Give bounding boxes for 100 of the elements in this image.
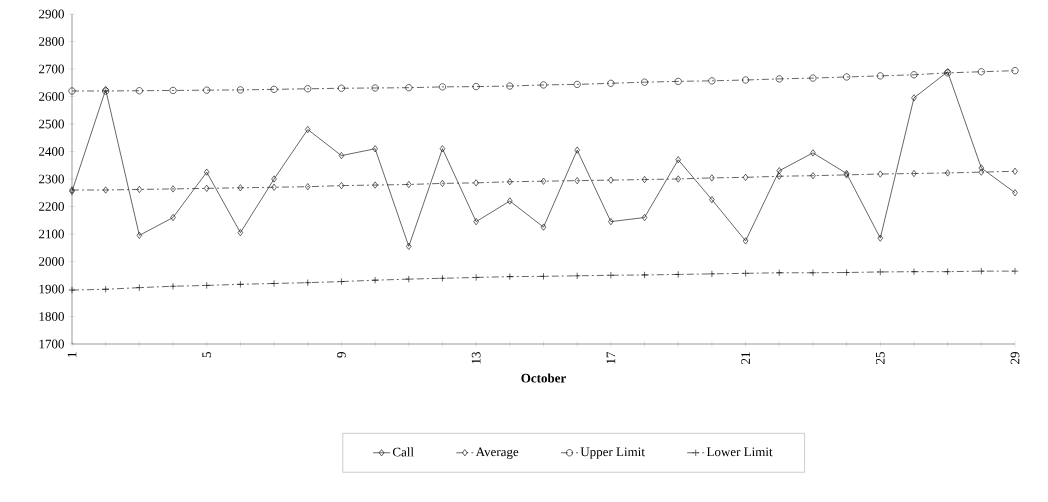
point [742,76,750,84]
point [406,181,412,188]
point [203,86,211,94]
point [472,273,480,281]
point [810,149,816,157]
point [641,78,649,86]
point [607,271,615,279]
legend-label: Call [392,447,414,457]
point [371,84,379,92]
y-tick-label: 2800 [39,37,64,46]
point [236,86,244,94]
point [337,278,345,286]
point [810,172,816,180]
point [136,185,143,193]
point [708,270,716,278]
point [506,82,514,90]
point [877,234,883,242]
point [1011,67,1019,75]
point [574,146,580,154]
point [473,179,479,187]
point [439,179,446,187]
x-tick-label: 5 [202,352,212,358]
point [775,269,783,277]
point [204,168,210,176]
point [270,85,278,93]
point [540,223,547,231]
point [473,218,479,226]
point [641,271,649,279]
point [641,176,648,184]
point [978,168,985,176]
y-tick-label: 1700 [39,339,64,349]
point [574,177,580,185]
point [876,268,884,276]
point [843,73,851,81]
point [1012,167,1018,175]
x-tick-label: 21 [741,352,750,364]
point [944,169,951,177]
y-tick-label: 1800 [39,312,64,321]
point [170,185,176,193]
y-tick-label: 2300 [39,174,64,184]
point [641,214,648,221]
point [540,81,547,89]
x-tick-label: 17 [606,351,616,364]
x-axis-title: October [521,373,566,383]
point [742,173,749,181]
point [877,170,883,178]
point [405,84,413,92]
point [203,281,211,289]
point [204,184,210,192]
point [608,176,614,184]
point [439,145,446,153]
y-tick-label: 2500 [39,119,64,129]
y-tick-label: 1900 [39,284,64,294]
point [809,269,817,277]
point [911,94,917,102]
point [338,152,345,160]
point [135,87,143,95]
point [102,186,109,194]
point [271,183,277,191]
point [170,214,176,221]
point [1011,267,1019,275]
point [674,270,682,278]
x-tick-label: 13 [471,352,481,364]
point [68,286,76,294]
point [910,71,918,79]
point [506,273,514,281]
point [271,175,277,183]
point [709,174,715,182]
point [237,184,244,192]
point [305,183,311,191]
point [608,218,614,226]
point [372,181,378,189]
point [978,164,985,172]
point [776,172,782,180]
x-tick-label: 25 [875,352,885,364]
point [472,83,480,91]
point [573,80,581,88]
point [406,242,412,250]
point [169,86,177,94]
legend-label: Upper Limit [580,447,645,459]
point [910,268,918,276]
point [304,279,312,287]
point [675,175,681,183]
point [944,268,952,276]
point [236,280,244,288]
point [270,280,278,287]
point [372,145,378,153]
point [809,74,817,82]
point [911,170,917,177]
y-tick-label: 2900 [39,9,64,19]
point [371,276,379,284]
y-tick-label: 2700 [39,64,64,74]
point [573,272,581,280]
point [405,275,413,283]
x-tick-label: 9 [337,352,346,358]
point [136,231,143,239]
point [305,126,311,133]
point [338,182,345,190]
legend-label: Average [475,447,519,459]
point [742,269,750,277]
